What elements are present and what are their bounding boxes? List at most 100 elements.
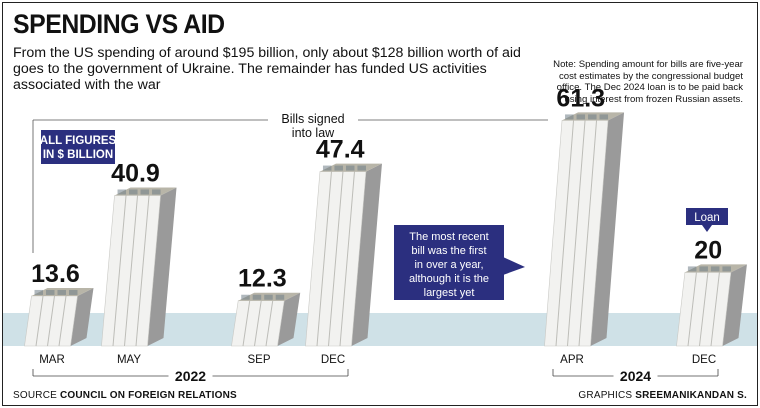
badge-text-line: ALL FIGURES (40, 135, 117, 147)
bill-divider (124, 195, 139, 347)
bill-print (264, 294, 273, 300)
bill-divider (710, 272, 720, 347)
bar-chart: 13.6 MAR 40.9 MAY 12.3 SEP 47.4 DEC 61.3 APR 20 DEC… (3, 84, 757, 384)
graphics-prefix: GRAPHICS (578, 390, 633, 401)
value-label: 61.3 (556, 84, 605, 112)
year-group-1: 2024 (552, 368, 719, 384)
category-label: MAR (39, 354, 65, 366)
bill-divider (242, 300, 251, 347)
graphics-name: SREEMANIKANDAN S. (635, 390, 747, 401)
bracket-label-line: Bills signed (281, 112, 344, 126)
bill-print (46, 289, 55, 295)
bill-print (710, 266, 720, 272)
bill-print (357, 165, 366, 171)
bill-print (140, 189, 150, 195)
bar-apr-4: 61.3 APR (544, 84, 625, 366)
bill-print (117, 189, 127, 195)
callout-text-line: although it is the (409, 273, 489, 285)
loan-text: Loan (694, 212, 720, 224)
bar-dec-5: 20 DEC (676, 236, 747, 366)
bill-print (322, 165, 332, 171)
bill-print (275, 294, 285, 300)
bill-divider (578, 120, 598, 347)
bill-divider (699, 272, 709, 347)
loan-box (686, 208, 728, 225)
bar-side (722, 264, 747, 346)
bar-side (147, 187, 177, 346)
callout-text-line: The most recent (409, 231, 488, 243)
bill-divider (135, 195, 150, 347)
bar-side (351, 163, 382, 346)
bill-divider (112, 195, 127, 347)
category-label: DEC (692, 354, 716, 366)
bill-print (565, 114, 574, 120)
chart-note: Note: Spending amount for bills are five… (553, 59, 743, 105)
bar-side (70, 287, 94, 346)
bill-print (699, 266, 708, 272)
callout-text-line: bill was the first (411, 245, 486, 257)
callout-pointer (503, 257, 525, 275)
badge-box (41, 130, 115, 164)
source-name: COUNCIL ON FOREIGN RELATIONS (59, 390, 237, 401)
bill-divider (567, 120, 586, 347)
bill-print (241, 294, 250, 300)
bill-print (588, 114, 597, 120)
bar-may-1: 40.9 MAY (101, 159, 177, 366)
value-label: 13.6 (31, 260, 80, 288)
category-label: MAY (117, 354, 141, 366)
category-label: SEP (247, 354, 270, 366)
year-label: 2024 (620, 368, 651, 384)
bill-print (252, 294, 262, 300)
source-credit: SOURCE COUNCIL ON FOREIGN RELATIONS (13, 390, 237, 401)
year-label: 2022 (175, 368, 206, 384)
bracket-label-line: into law (292, 126, 335, 140)
callout-box: The most recent bill was the first in over… (394, 225, 525, 300)
bill-divider (47, 295, 55, 347)
value-label: 20 (694, 236, 722, 264)
bill-divider (316, 171, 332, 347)
bill-print (34, 289, 44, 295)
bill-divider (555, 120, 575, 347)
loan-badge: Loan (686, 208, 728, 232)
year-group-0: 2022 (32, 368, 349, 384)
bill-print (57, 289, 67, 295)
category-label: APR (560, 354, 584, 366)
loan-pointer (702, 225, 712, 232)
callout-text-line: in over a year, (414, 259, 483, 271)
bill-divider (254, 300, 262, 347)
bar-dec-3: 47.4 DEC (305, 136, 382, 366)
bill-divider (58, 295, 67, 347)
bill-print (334, 165, 343, 171)
source-prefix: SOURCE (13, 390, 57, 401)
chart-subtitle: From the US spending of around $195 bill… (13, 45, 521, 93)
value-label: 40.9 (111, 159, 160, 187)
bill-print (599, 114, 609, 120)
bill-print (345, 165, 355, 171)
bar-side (277, 292, 301, 346)
callout-text-line: largest yet (424, 287, 475, 299)
bill-print (576, 114, 586, 120)
callout-bg (394, 225, 504, 300)
bill-print (69, 289, 78, 295)
bill-print (687, 266, 697, 272)
value-label: 12.3 (238, 265, 287, 293)
bill-print (722, 266, 731, 272)
bill-divider (265, 300, 274, 347)
bar-side (590, 112, 625, 346)
chart-title: SPENDING VS AID (13, 9, 225, 39)
bar-mar-0: 13.6 MAR (24, 260, 94, 366)
category-label: DEC (321, 354, 345, 366)
bar-sep-2: 12.3 SEP (231, 265, 301, 366)
graphics-credit: GRAPHICS SREEMANIKANDAN S. (578, 390, 747, 401)
value-label: 47.4 (316, 136, 365, 164)
bill-divider (328, 171, 344, 347)
units-badge: ALL FIGURES IN $ BILLION (40, 130, 117, 164)
bill-divider (687, 272, 697, 347)
badge-text-line: IN $ BILLION (43, 149, 113, 161)
bill-divider (339, 171, 355, 347)
bill-print (129, 189, 138, 195)
bill-print (152, 189, 161, 195)
bill-divider (35, 295, 44, 347)
